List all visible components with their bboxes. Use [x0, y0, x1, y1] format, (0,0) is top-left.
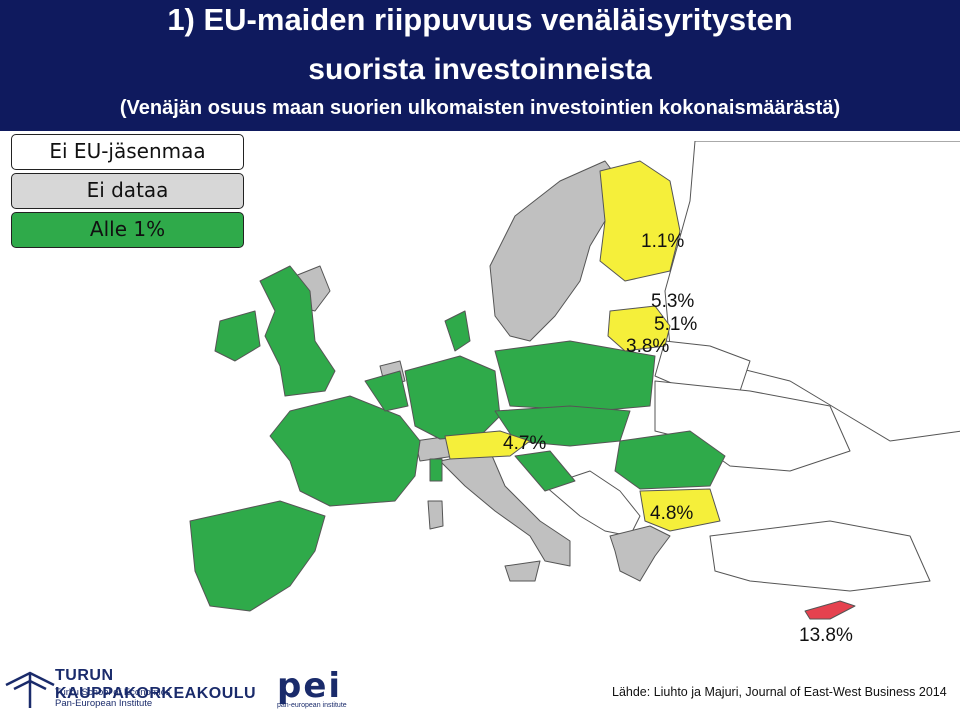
tse-sub2: Pan-European Institute: [55, 698, 153, 709]
label-finland: 1.1%: [641, 231, 685, 252]
romania: [614, 430, 726, 490]
sicily: [504, 560, 541, 582]
label-cyprus: 13.8%: [799, 625, 853, 646]
slovenia-croatia: [514, 450, 576, 492]
legend-under-1: Alle 1%: [11, 212, 244, 248]
label-estonia: 5.3%: [651, 291, 695, 312]
legend-non-eu: Ei EU-jäsenmaa: [11, 134, 244, 170]
turku-emblem-icon: [5, 671, 55, 708]
cyprus: [804, 600, 856, 620]
balkans-region: [544, 470, 641, 537]
label-latvia: 5.1%: [654, 314, 698, 335]
poland: [494, 340, 656, 412]
subtitle: (Venäjän osuus maan suorien ulkomaisten …: [119, 97, 841, 119]
tse-sub1: Turku School of Economics: [55, 687, 171, 698]
sardinia: [427, 500, 444, 530]
title-banner: 1) EU-maiden riippuvuus venäläisyrityste…: [0, 0, 960, 131]
benelux: [364, 370, 409, 412]
legend-no-data: Ei dataa: [11, 173, 244, 209]
uk: [259, 265, 336, 397]
tse-name: TURUN KAUPPAKORKEAKOULU: [55, 667, 257, 702]
map-svg: [189, 141, 960, 620]
denmark: [444, 310, 471, 352]
label-bulgaria: 4.8%: [650, 503, 694, 524]
baltics: [607, 305, 671, 352]
norway-sweden: [489, 160, 621, 342]
tse-logo: TURUN KAUPPAKORKEAKOULU Turku School of …: [0, 663, 256, 710]
greece: [609, 525, 671, 582]
italy: [439, 450, 571, 567]
label-austria: 4.7%: [503, 433, 547, 454]
source-note: Lähde: Liuhto ja Majuri, Journal of East…: [612, 685, 947, 699]
spain-portugal: [189, 500, 326, 612]
pei-logo: pei pan-european institute: [277, 666, 387, 710]
germany: [404, 355, 501, 440]
austria: [444, 430, 531, 460]
title-line-1: 1) EU-maiden riippuvuus venäläisyrityste…: [167, 2, 793, 37]
turkey-region: [709, 520, 931, 592]
france: [269, 395, 421, 507]
pei-short: pei: [277, 666, 343, 706]
ireland: [214, 310, 261, 362]
europe-map: [150, 141, 960, 660]
label-lithuania: 3.8%: [626, 336, 670, 357]
finland: [599, 160, 681, 282]
title-line-2: suorista investoinneista: [308, 53, 652, 86]
pei-full: pan-european institute: [277, 702, 347, 709]
malta-corsica: [429, 458, 443, 482]
bulgaria: [639, 488, 721, 532]
